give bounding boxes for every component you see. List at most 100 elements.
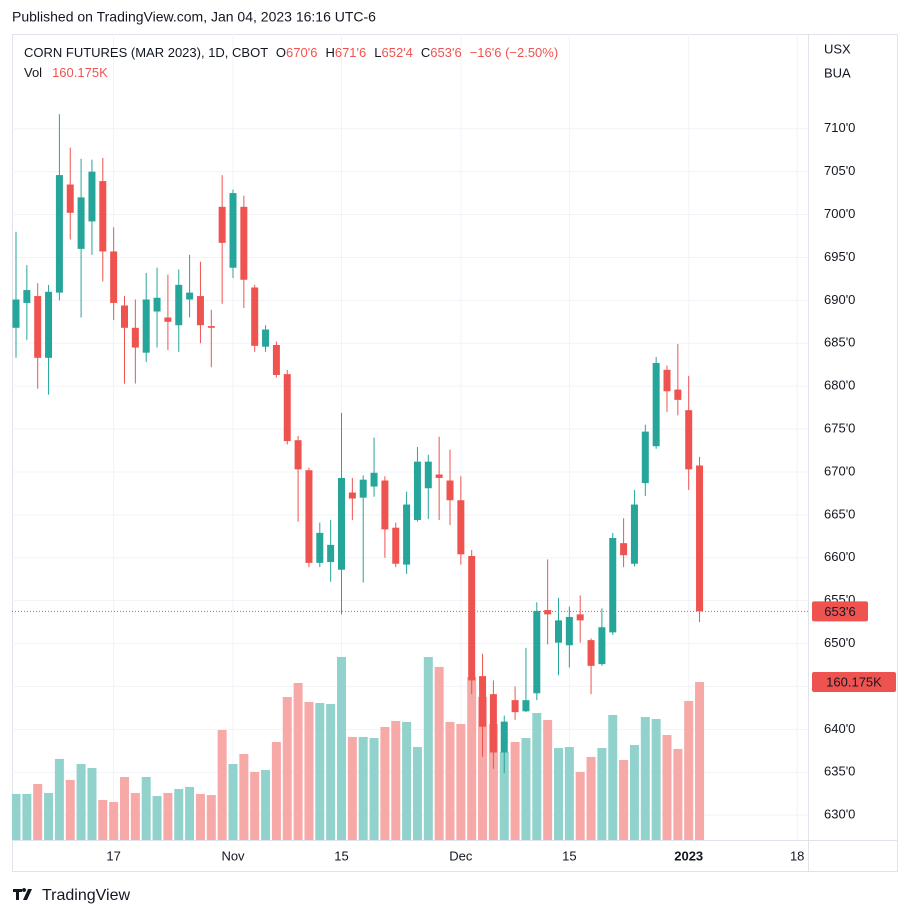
candle-body (641, 431, 649, 484)
volume-bar (597, 747, 607, 840)
volume-bar (12, 793, 21, 840)
volume-bar (423, 656, 433, 840)
volume-bar (402, 721, 412, 840)
candle-body (251, 287, 259, 346)
volume-bar (250, 771, 260, 840)
volume-bar (130, 792, 140, 840)
volume-bar (488, 724, 498, 840)
candle-body (555, 620, 562, 643)
candle-body (207, 326, 215, 328)
x-tick-label: 17 (106, 848, 120, 863)
volume-bar (391, 720, 401, 840)
candle-body (565, 616, 573, 646)
candle-body (175, 284, 183, 326)
candle-body (45, 291, 53, 358)
volume-bar (684, 700, 694, 840)
volume-bar (608, 714, 618, 840)
ohlc-key: O (276, 45, 286, 60)
ohlc-value: 653'6 (430, 45, 461, 60)
candle-body (338, 477, 345, 570)
y-tick-label: 680'0 (824, 378, 855, 393)
volume-legend: Vol 160.175K (24, 65, 108, 80)
volume-bar (456, 724, 466, 840)
candle-body (262, 329, 270, 347)
ohlc-key: C (421, 45, 430, 60)
volume-bar (673, 748, 683, 840)
volume-bar (195, 793, 205, 840)
volume-bar (499, 752, 509, 840)
candle-body (685, 410, 693, 470)
ohlc-value: 670'6 (286, 45, 317, 60)
volume-bar (185, 786, 195, 840)
volume-bar (695, 682, 705, 840)
volume-bar (54, 758, 64, 840)
volume-bar (120, 776, 129, 840)
volume-bar (44, 792, 54, 840)
volume-bar (261, 769, 271, 840)
candle-body (609, 538, 617, 633)
x-tick-label: 15 (334, 848, 348, 863)
volume-bar (510, 741, 520, 840)
brand: TradingView (42, 887, 130, 904)
candle-body (186, 292, 194, 300)
candle-body (533, 610, 541, 694)
candle-body (587, 640, 595, 666)
change: −16'6 (−2.50%) (470, 45, 559, 60)
volume-bar (467, 676, 477, 840)
candle-body (511, 700, 519, 713)
last-price-label: 653'6 (824, 604, 855, 619)
candle-body (522, 700, 530, 712)
candle-body (468, 556, 476, 681)
candle-body (240, 206, 248, 280)
candle-body (327, 544, 335, 563)
candle-body (424, 461, 432, 489)
y-tick-label: 660'0 (824, 549, 855, 564)
candle-body (305, 470, 313, 563)
volume-value: 160.175K (52, 65, 108, 80)
volume-bar (575, 771, 585, 840)
volume-bar (163, 792, 173, 840)
unit: BUA (824, 65, 851, 80)
candle-body (544, 610, 552, 615)
candle-body (196, 296, 204, 326)
volume-bar (326, 704, 336, 840)
volume-bar (586, 756, 596, 840)
x-tick-label: Dec (449, 848, 473, 863)
candle-body (598, 627, 606, 665)
y-tick-label: 675'0 (824, 420, 855, 435)
volume-bar (640, 717, 650, 840)
volume-bar (239, 754, 249, 840)
candle-body (674, 389, 682, 400)
candle-body (66, 184, 74, 213)
volume-bar (445, 721, 455, 840)
volume-bar (619, 760, 629, 840)
volume-bar (293, 683, 303, 840)
candle-body (479, 676, 487, 727)
volume-bar (315, 703, 325, 840)
volume-bar (564, 747, 574, 840)
candle-body (12, 299, 20, 328)
volume-bar (152, 796, 162, 840)
axes: 630'0635'0640'0645'0650'0655'0660'0665'0… (106, 120, 896, 863)
volume-bar (347, 736, 357, 840)
candle-body (131, 327, 139, 348)
currency: USX (824, 41, 851, 56)
volume-bar (33, 783, 43, 840)
volume-bar (629, 745, 639, 840)
chart-frame (12, 34, 898, 872)
ohlc-key: H (325, 45, 334, 60)
candle-body (403, 504, 411, 565)
y-tick-label: 695'0 (824, 249, 855, 264)
volume-bar (434, 666, 444, 840)
candle-body (413, 461, 421, 520)
candle-body (392, 527, 400, 564)
volume-bar (22, 793, 32, 840)
candle-body (348, 492, 356, 499)
candle-body (218, 206, 226, 243)
candle-body (164, 317, 172, 322)
candle-body (294, 440, 302, 470)
plot-area (12, 114, 808, 840)
volume-bar (521, 738, 531, 840)
volume-bar (228, 763, 238, 840)
